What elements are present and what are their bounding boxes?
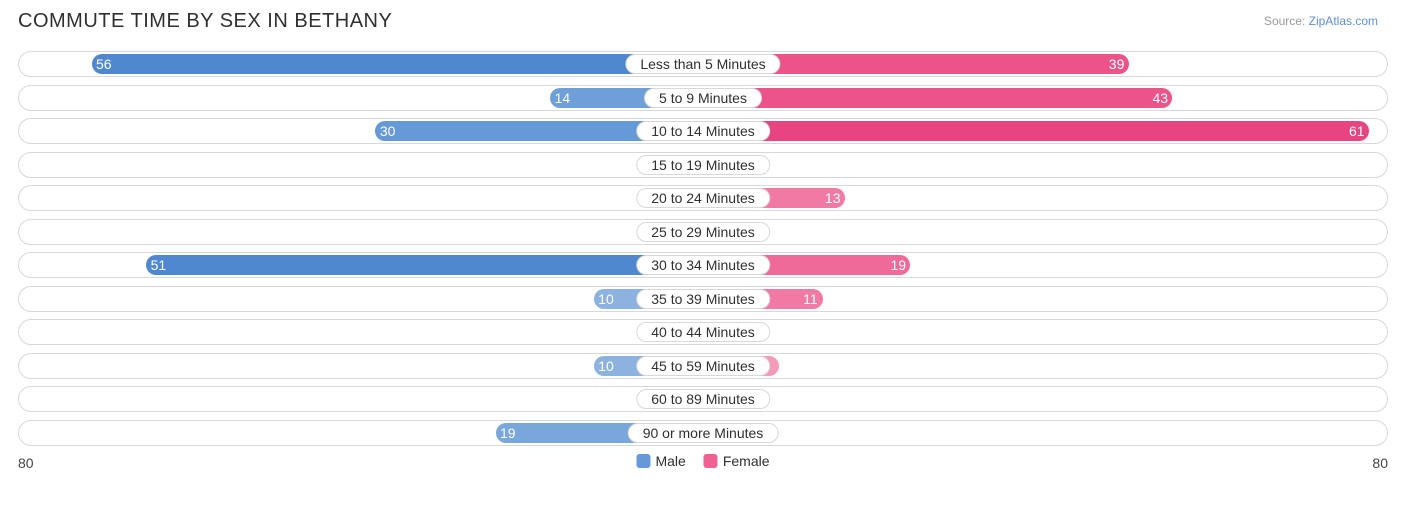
category-label: 30 to 34 Minutes [636, 255, 770, 275]
category-label: Less than 5 Minutes [625, 54, 780, 74]
male-value-label: 30 [370, 119, 406, 143]
source-link[interactable]: ZipAtlas.com [1309, 14, 1378, 28]
legend-swatch-female [704, 454, 718, 468]
male-value-label: 19 [490, 421, 526, 445]
female-value-label: 61 [1339, 119, 1375, 143]
legend-item-female: Female [704, 453, 770, 469]
category-label: 45 to 59 Minutes [636, 356, 770, 376]
category-label: 60 to 89 Minutes [636, 389, 770, 409]
source-attribution: Source: ZipAtlas.com [1264, 14, 1378, 28]
female-value-label: 19 [880, 253, 916, 277]
category-label: 15 to 19 Minutes [636, 155, 770, 175]
source-prefix: Source: [1264, 14, 1309, 28]
chart-row: 30 61 10 to 14 Minutes [18, 118, 1388, 144]
chart-row: 6415 to 19 Minutes [18, 152, 1388, 178]
male-bar [92, 54, 703, 74]
legend: Male Female [636, 453, 769, 469]
diverging-bar-chart: 56 39 Less than 5 Minutes 14 43 5 to 9 Minute… [18, 51, 1388, 446]
category-label: 25 to 29 Minutes [636, 222, 770, 242]
category-label: 90 or more Minutes [628, 423, 779, 443]
legend-label-female: Female [723, 453, 770, 469]
category-label: 35 to 39 Minutes [636, 289, 770, 309]
female-bar [703, 121, 1369, 141]
legend-swatch-male [636, 454, 650, 468]
chart-row: 14 43 5 to 9 Minutes [18, 85, 1388, 111]
legend-item-male: Male [636, 453, 685, 469]
axis-left-max: 80 [18, 455, 34, 471]
chart-row: 0025 to 29 Minutes [18, 219, 1388, 245]
category-label: 40 to 44 Minutes [636, 322, 770, 342]
chart-row: 11320 to 24 Minutes [18, 185, 1388, 211]
axis-right-max: 80 [1372, 455, 1388, 471]
female-value-label: 39 [1099, 52, 1135, 76]
male-value-label: 10 [588, 354, 624, 378]
chart-title: COMMUTE TIME BY SEX IN BETHANY [18, 10, 1388, 33]
category-label: 20 to 24 Minutes [636, 188, 770, 208]
legend-label-male: Male [655, 453, 685, 469]
male-bar [146, 255, 703, 275]
category-label: 10 to 14 Minutes [636, 121, 770, 141]
chart-row: 51 19 30 to 34 Minutes [18, 252, 1388, 278]
category-label: 5 to 9 Minutes [644, 88, 762, 108]
male-value-label: 14 [545, 86, 581, 110]
chart-row: 0160 to 89 Minutes [18, 386, 1388, 412]
female-value-label: 13 [815, 186, 851, 210]
chart-row: 19490 or more Minutes [18, 420, 1388, 446]
chart-container: COMMUTE TIME BY SEX IN BETHANY Source: Z… [0, 0, 1406, 522]
female-value-label: 43 [1142, 86, 1178, 110]
male-value-label: 51 [141, 253, 177, 277]
male-value-label: 56 [86, 52, 122, 76]
female-bar [703, 88, 1172, 108]
chart-row: 56 39 Less than 5 Minutes [18, 51, 1388, 77]
female-value-label: 11 [793, 287, 828, 311]
axis-and-legend: 80 80 Male Female [18, 453, 1388, 475]
chart-row: 0140 to 44 Minutes [18, 319, 1388, 345]
male-value-label: 10 [588, 287, 624, 311]
chart-row: 10745 to 59 Minutes [18, 353, 1388, 379]
chart-row: 10 11 35 to 39 Minutes [18, 286, 1388, 312]
